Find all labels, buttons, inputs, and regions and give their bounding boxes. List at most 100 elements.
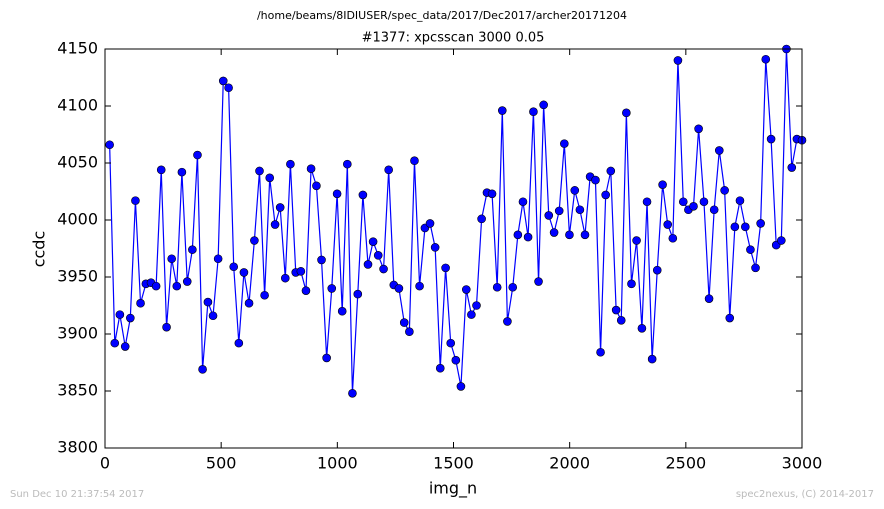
x-tick-label: 3000 xyxy=(782,454,823,473)
data-point xyxy=(126,313,135,323)
data-point xyxy=(430,243,440,252)
data-point xyxy=(746,245,755,254)
data-point xyxy=(560,139,569,148)
data-point xyxy=(177,167,187,177)
data-point xyxy=(714,146,724,155)
data-point xyxy=(198,365,207,374)
data-point xyxy=(301,286,311,295)
data-point xyxy=(358,190,368,200)
data-point xyxy=(513,230,523,240)
data-point xyxy=(399,318,409,327)
data-point xyxy=(652,265,662,275)
data-point xyxy=(523,232,533,242)
data-point xyxy=(735,196,745,205)
data-point xyxy=(337,306,347,316)
data-point xyxy=(322,353,331,363)
x-tick-label: 1500 xyxy=(433,454,474,473)
data-point xyxy=(368,237,378,246)
data-point xyxy=(472,301,481,310)
data-point xyxy=(280,273,290,283)
data-point xyxy=(766,134,776,144)
data-point xyxy=(105,140,114,150)
data-point xyxy=(306,164,316,173)
data-point xyxy=(162,322,171,332)
data-point xyxy=(544,211,554,220)
chart-subtitle: #1377: xpcsscan 3000 0.05 xyxy=(362,31,545,46)
data-point xyxy=(751,263,760,273)
y-axis-label: ccdc xyxy=(30,231,49,268)
data-point xyxy=(451,355,461,365)
data-point xyxy=(554,206,564,216)
data-point xyxy=(270,220,280,229)
data-point xyxy=(156,165,166,175)
data-point xyxy=(410,156,419,166)
data-point xyxy=(394,284,404,293)
data-point xyxy=(317,255,326,265)
plot-area xyxy=(105,44,807,398)
data-point xyxy=(446,338,456,348)
data-point xyxy=(704,294,714,303)
data-point xyxy=(647,354,657,364)
data-point xyxy=(115,310,125,319)
y-tick-label: 4050 xyxy=(57,153,98,172)
data-point xyxy=(492,282,502,292)
data-point xyxy=(224,83,233,93)
data-point xyxy=(467,310,476,319)
data-point xyxy=(508,282,518,292)
y-tick-label: 4100 xyxy=(57,96,98,115)
data-point xyxy=(477,214,486,224)
data-point xyxy=(456,382,466,391)
y-tick-label: 3950 xyxy=(57,267,98,286)
data-point xyxy=(415,281,424,291)
data-point xyxy=(255,166,264,176)
data-point xyxy=(580,230,590,240)
data-point xyxy=(616,316,626,325)
data-point xyxy=(678,197,688,207)
x-tick-label: 2000 xyxy=(549,454,590,473)
data-point xyxy=(699,197,709,207)
data-point xyxy=(591,175,600,185)
data-point xyxy=(606,166,616,176)
data-point xyxy=(250,236,259,245)
data-point xyxy=(627,279,636,289)
credit: spec2nexus, (C) 2014-2017 xyxy=(736,489,874,500)
timestamp: Sun Dec 10 21:37:54 2017 xyxy=(10,489,144,500)
data-point xyxy=(611,305,621,315)
data-point xyxy=(756,219,765,228)
data-point xyxy=(379,264,388,274)
data-point xyxy=(172,281,182,291)
data-point xyxy=(565,230,574,240)
data-point xyxy=(234,338,244,348)
data-point xyxy=(668,233,678,243)
data-point xyxy=(575,205,585,215)
data-point xyxy=(120,342,130,351)
data-point xyxy=(193,150,202,160)
y-tick-label: 4150 xyxy=(57,39,98,58)
data-point xyxy=(167,254,176,264)
data-point xyxy=(260,290,269,300)
data-point xyxy=(312,181,321,191)
data-point xyxy=(637,323,647,333)
y-tick-label: 3900 xyxy=(57,324,98,343)
data-point xyxy=(384,165,393,175)
data-point xyxy=(787,163,797,172)
data-point xyxy=(136,298,145,308)
data-point xyxy=(596,347,605,357)
y-tick-label: 3800 xyxy=(57,438,98,457)
data-point xyxy=(529,107,538,116)
data-point xyxy=(208,311,218,321)
data-point xyxy=(725,313,735,323)
data-point xyxy=(720,186,729,195)
x-tick-label: 500 xyxy=(206,454,237,473)
x-tick-label: 0 xyxy=(100,454,110,473)
data-point xyxy=(213,254,223,264)
data-point xyxy=(497,106,507,115)
data-point xyxy=(632,236,641,245)
data-point xyxy=(239,268,249,277)
data-point xyxy=(534,277,543,286)
data-point xyxy=(730,222,740,232)
chart-title: /home/beams/8IDIUSER/spec_data/2017/Dec2… xyxy=(257,9,627,22)
data-point xyxy=(182,277,192,286)
